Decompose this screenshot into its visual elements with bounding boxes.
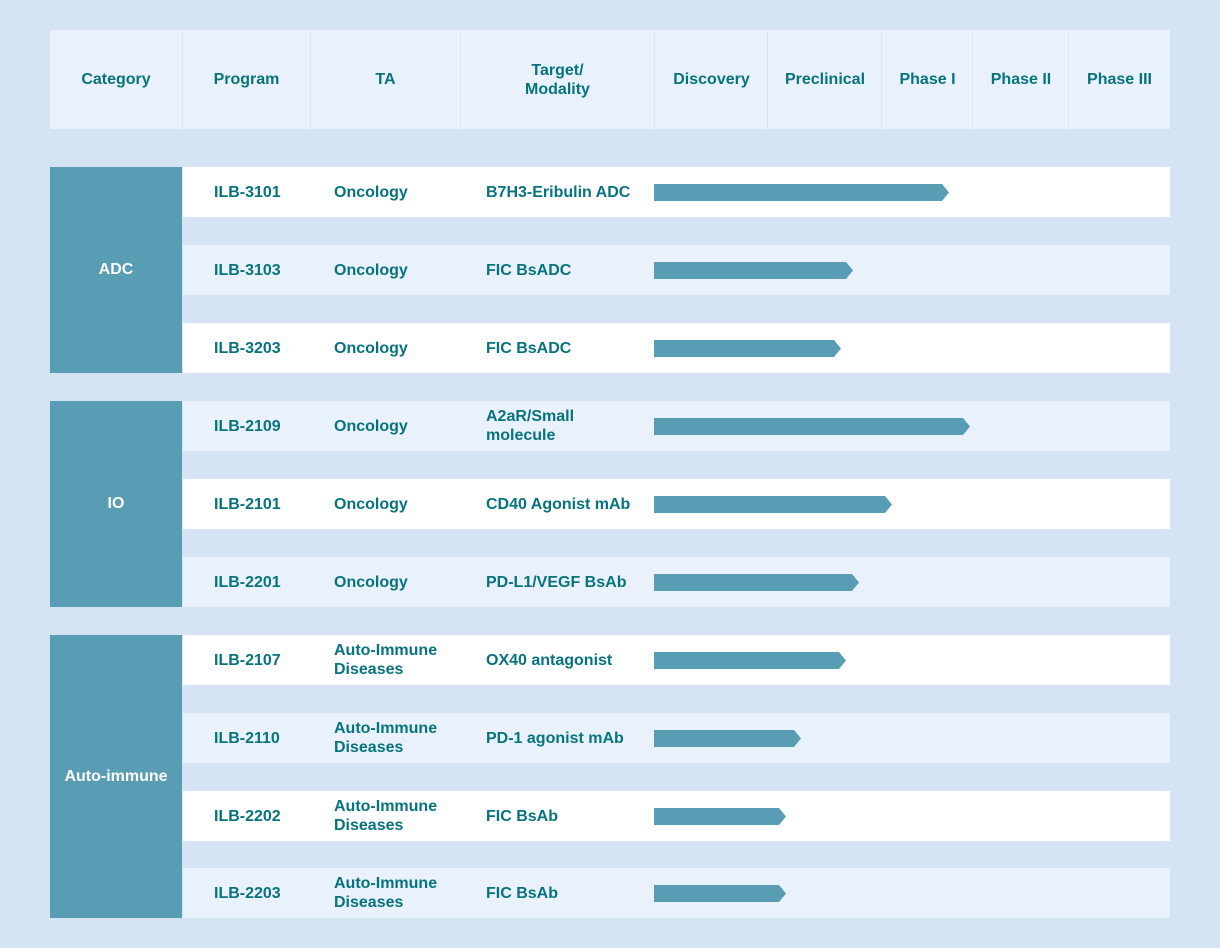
progress-arrow [654, 574, 859, 591]
ta-cell: Oncology [334, 339, 408, 357]
ta-cell: Auto-Immune Diseases [334, 642, 438, 678]
target-cell: FIC BsAb [486, 884, 558, 902]
progress-arrow-shape [654, 262, 853, 279]
ta-cell: Auto-Immune Diseases [334, 875, 438, 911]
progress-arrow [654, 184, 949, 201]
progress-bar [654, 340, 841, 357]
target-cell: FIC BsAb [486, 807, 558, 825]
program-cell: ILB-2109 [214, 417, 281, 435]
progress-arrow [654, 808, 786, 825]
program-cell: ILB-2101 [214, 495, 281, 513]
progress-bar [654, 574, 859, 591]
progress-bar [654, 730, 801, 747]
header-category: Category [81, 71, 151, 88]
table-header: Category Program TA Target/ Modality Dis… [50, 30, 1170, 129]
header-phase-3: Phase III [1087, 71, 1152, 88]
program-cell: ILB-3103 [214, 261, 281, 279]
target-cell: OX40 antagonist [486, 651, 613, 669]
pipeline-row: ILB-3103 Oncology FIC BsADC [183, 245, 1170, 295]
pipeline-row: ILB-2202 Auto-Immune Diseases FIC BsAb [183, 791, 1170, 841]
progress-bar [654, 496, 892, 513]
progress-arrow [654, 340, 841, 357]
pipeline-row: ILB-2201 Oncology PD-L1/VEGF BsAb [183, 557, 1170, 607]
pipeline-row: ILB-2101 Oncology CD40 Agonist mAb [183, 479, 1170, 529]
program-cell: ILB-3101 [214, 183, 281, 201]
progress-bar [654, 808, 786, 825]
program-cell: ILB-2201 [214, 573, 281, 591]
progress-arrow-shape [654, 418, 970, 435]
header-divider [767, 30, 768, 129]
progress-arrow [654, 885, 786, 902]
header-target: Target/ Modality [525, 61, 590, 98]
progress-arrow [654, 418, 970, 435]
header-divider [881, 30, 882, 129]
category-adc: ADC [50, 167, 182, 373]
progress-arrow-shape [654, 340, 841, 357]
header-divider [972, 30, 973, 129]
category-io: IO [50, 401, 182, 607]
ta-cell: Auto-Immune Diseases [334, 798, 438, 834]
program-cell: ILB-2110 [214, 729, 280, 747]
progress-arrow-shape [654, 730, 801, 747]
pipeline-row: ILB-2109 Oncology A2aR/Small molecule [183, 401, 1170, 451]
pipeline-row: ILB-2107 Auto-Immune Diseases OX40 antag… [183, 635, 1170, 685]
progress-bar [654, 885, 786, 902]
pipeline-row: ILB-2203 Auto-Immune Diseases FIC BsAb [183, 868, 1170, 918]
target-cell: FIC BsADC [486, 339, 572, 357]
program-cell: ILB-3203 [214, 339, 281, 357]
program-cell: ILB-2107 [214, 651, 281, 669]
target-cell: B7H3-Eribulin ADC [486, 183, 631, 201]
progress-arrow-shape [654, 574, 859, 591]
progress-arrow-shape [654, 652, 846, 669]
header-divider [654, 30, 655, 129]
progress-arrow [654, 652, 846, 669]
target-cell: CD40 Agonist mAb [486, 495, 631, 513]
target-cell: PD-L1/VEGF BsAb [486, 573, 627, 591]
progress-bar [654, 184, 949, 201]
header-divider [182, 30, 183, 129]
progress-arrow-shape [654, 496, 892, 513]
pipeline-row: ILB-2110 Auto-Immune Diseases PD-1 agoni… [183, 713, 1170, 763]
ta-cell: Oncology [334, 495, 408, 513]
progress-arrow-shape [654, 885, 786, 902]
target-cell: FIC BsADC [486, 261, 572, 279]
progress-arrow [654, 262, 853, 279]
progress-arrow-shape [654, 184, 949, 201]
pipeline-row: ILB-3203 Oncology FIC BsADC [183, 323, 1170, 373]
ta-cell: Oncology [334, 261, 408, 279]
ta-cell: Oncology [334, 183, 408, 201]
header-phase-discovery: Discovery [673, 71, 750, 88]
pipeline-row: ILB-3101 Oncology B7H3-Eribulin ADC [183, 167, 1170, 217]
header-divider [310, 30, 311, 129]
header-divider [460, 30, 461, 129]
ta-cell: Oncology [334, 573, 408, 591]
header-phase-1: Phase I [899, 71, 956, 88]
ta-cell: Auto-Immune Diseases [334, 720, 438, 756]
ta-cell: Oncology [334, 417, 408, 435]
progress-bar [654, 652, 846, 669]
header-phase-preclinical: Preclinical [784, 71, 866, 88]
header-divider [1068, 30, 1069, 129]
target-cell: A2aR/Small molecule [486, 408, 575, 444]
program-cell: ILB-2202 [214, 807, 281, 825]
progress-bar [654, 262, 853, 279]
header-ta: TA [375, 71, 396, 88]
progress-arrow [654, 730, 801, 747]
progress-bar [654, 418, 970, 435]
category-auto-immune: Auto-immune [50, 635, 182, 918]
program-cell: ILB-2203 [214, 884, 281, 902]
header-phase-2: Phase II [990, 71, 1052, 88]
target-cell: PD-1 agonist mAb [486, 729, 624, 747]
progress-arrow [654, 496, 892, 513]
progress-arrow-shape [654, 808, 786, 825]
header-program: Program [213, 71, 280, 88]
